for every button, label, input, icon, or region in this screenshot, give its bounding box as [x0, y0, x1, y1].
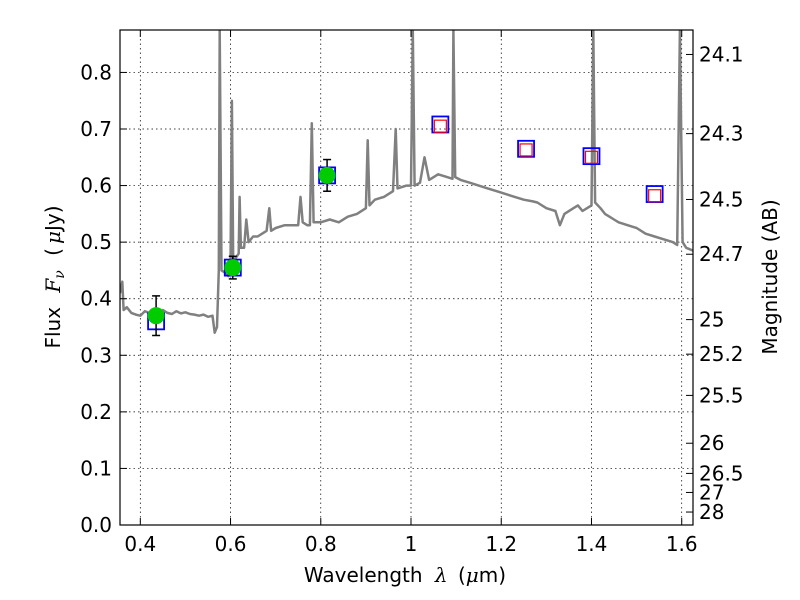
x-axis-title: Wavelength λ (μm) [304, 563, 506, 587]
x-axis-title-prefix: Wavelength [304, 563, 423, 587]
x-axis-title-symbol: λ [434, 563, 448, 587]
y-axis-title-unit-open: ( [41, 248, 65, 256]
y-axis-title-prefix: Flux [41, 307, 65, 349]
y-tick-label: 0.7 [80, 117, 112, 141]
mag-tick-label: 28 [699, 500, 724, 524]
x-tick-label: 1 [405, 532, 418, 556]
x-axis-title-unit-rest: m) [479, 563, 506, 587]
upper-limit-marker [519, 143, 533, 157]
x-tick-label: 0.6 [215, 532, 247, 556]
mag-tick-label: 25.5 [699, 383, 744, 407]
upper-limit-marker [584, 150, 599, 164]
observed-photometry-point [318, 166, 336, 184]
observed-photometry-point [224, 259, 242, 277]
mag-tick-label: 24.5 [699, 187, 744, 211]
photometry-markers [147, 115, 664, 337]
mag-tick-label: 26.5 [699, 461, 744, 485]
mag-tick-label: 25 [699, 308, 724, 332]
model-photometry-marker [582, 147, 601, 166]
y-axis-title-unit-mu: μ [41, 231, 65, 244]
mag-tick-label: 24.1 [699, 42, 744, 66]
y-tick-label: 0.2 [80, 400, 112, 424]
y-axis-title-unit-rest: Jy) [41, 205, 65, 233]
observed-photometry-point [147, 307, 165, 325]
y-tick-label: 0.3 [80, 343, 112, 367]
model-spectrum [120, 30, 693, 334]
y-tick-label: 0.6 [80, 174, 112, 198]
mag-tick-label: 26 [699, 431, 724, 455]
mag-tick-label: 24.7 [699, 242, 744, 266]
right-axis-title: Magnitude (AB) [758, 199, 782, 354]
mag-tick-label: 25.2 [699, 342, 744, 366]
grid [120, 30, 693, 525]
x-tick-label: 1.6 [666, 532, 698, 556]
axis-ticks: 0.4 0.6 0.8 1 1.2 1.4 1.6 0.0 0.1 0.2 0.3 0.4 0.5 0.6… [80, 30, 744, 556]
spectrum-line [120, 30, 693, 334]
x-tick-label: 1.4 [576, 532, 608, 556]
mag-tick-label: 24.3 [699, 122, 744, 146]
x-tick-label: 0.4 [124, 532, 156, 556]
y-tick-label: 0.0 [80, 513, 112, 537]
y-axis-title: Flux Fν ( μJy) [41, 205, 69, 348]
x-tick-label: 0.8 [305, 532, 337, 556]
y-tick-label: 0.1 [80, 456, 112, 480]
y-tick-label: 0.8 [80, 60, 112, 84]
y-tick-label: 0.4 [80, 287, 112, 311]
x-axis-title-unit-mu: μ [466, 563, 479, 587]
x-axis-title-unit-open: ( [458, 563, 466, 587]
y-axis-title-symbol: F [41, 278, 65, 294]
y-tick-label: 0.5 [80, 230, 112, 254]
mag-tick-label: 27 [699, 480, 724, 504]
upper-limit-marker [433, 119, 447, 133]
model-photometry-marker [517, 139, 535, 158]
y-axis-title-subscript: ν [52, 270, 68, 279]
plot-frame [119, 29, 694, 526]
upper-limit-marker [648, 189, 662, 203]
x-tick-label: 1.2 [485, 532, 517, 556]
